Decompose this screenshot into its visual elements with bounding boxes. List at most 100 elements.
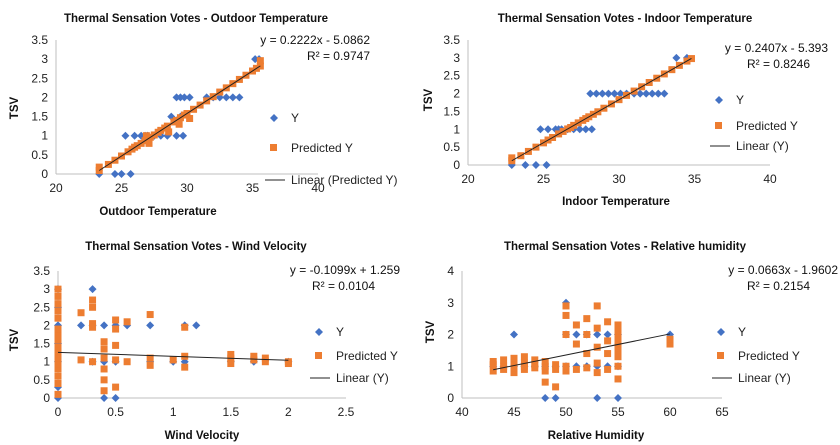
legend-marker-predicted-y-icon xyxy=(717,352,724,359)
point-predicted-y xyxy=(100,387,108,395)
point-y xyxy=(572,330,581,339)
point-y xyxy=(146,321,155,330)
point-y xyxy=(100,394,109,402)
point-y xyxy=(598,89,607,98)
point-predicted-y xyxy=(666,340,674,348)
chart-outdoor-temperature: Thermal Sensation Votes - Outdoor Temper… xyxy=(9,13,398,218)
point-predicted-y xyxy=(89,296,97,304)
point-y xyxy=(126,170,135,178)
trendline xyxy=(511,58,692,162)
point-predicted-y xyxy=(541,367,549,375)
x-axis-label: Wind Velocity xyxy=(165,430,240,442)
point-predicted-y xyxy=(77,309,85,317)
point-y xyxy=(575,125,584,134)
point-predicted-y xyxy=(604,365,612,373)
point-predicted-y xyxy=(100,354,108,362)
point-y xyxy=(587,125,596,134)
x-tick-label: 2.5 xyxy=(338,405,355,419)
y-tick-label: 3.5 xyxy=(31,33,48,47)
point-predicted-y xyxy=(54,307,62,315)
y-tick-label: 1.5 xyxy=(33,337,50,351)
point-y xyxy=(593,394,602,402)
point-predicted-y xyxy=(123,358,131,366)
point-predicted-y xyxy=(175,120,183,128)
point-predicted-y xyxy=(77,356,85,364)
point-predicted-y xyxy=(583,315,591,323)
plot-area: 20 25 30 35 40 0 0.5 1 1.5 2 2.5 3 3.5 xyxy=(31,33,325,195)
y-tick-label: 1 xyxy=(43,355,50,369)
point-predicted-y xyxy=(562,311,570,319)
y-tick-label: 2 xyxy=(41,90,48,104)
point-predicted-y xyxy=(510,369,518,377)
point-y xyxy=(616,89,625,98)
point-y xyxy=(121,131,130,140)
point-predicted-y xyxy=(261,358,269,366)
point-predicted-y xyxy=(54,292,62,300)
point-y xyxy=(172,131,181,140)
y-tick-label: 4 xyxy=(447,264,454,278)
point-predicted-y xyxy=(54,300,62,308)
point-y xyxy=(531,161,540,169)
point-predicted-y xyxy=(284,360,292,368)
chart-title: Thermal Sensation Votes - Outdoor Temper… xyxy=(64,13,328,25)
x-tick-label: 25 xyxy=(115,181,129,195)
point-predicted-y xyxy=(541,357,549,365)
point-predicted-y xyxy=(100,365,108,373)
legend-marker-predicted-y-icon xyxy=(715,122,722,129)
plot-area: 0 0.5 1 1.5 2 2.5 0 0.5 1 1.5 2 2.5 3 3.5 xyxy=(33,264,354,419)
point-y xyxy=(648,89,657,98)
point-predicted-y xyxy=(54,372,62,380)
y-tick-label: 3 xyxy=(43,282,50,296)
point-predicted-y xyxy=(100,345,108,353)
y-tick-label: 0.5 xyxy=(443,140,460,154)
point-predicted-y xyxy=(165,128,173,136)
point-predicted-y xyxy=(169,356,177,364)
point-predicted-y xyxy=(54,379,62,387)
chart-panel-relative-humidity: Thermal Sensation Votes - Relative humid… xyxy=(420,222,840,445)
y-tick-label: 3 xyxy=(41,52,48,66)
point-predicted-y xyxy=(142,132,150,140)
x-tick-label: 40 xyxy=(311,181,325,195)
legend-label-y: Y xyxy=(291,111,299,125)
chart-legend: Y Predicted Y Linear (Y) xyxy=(310,325,398,385)
r-squared-label: R² = 0.2154 xyxy=(747,279,810,293)
y-tick-label: 3.5 xyxy=(443,33,460,47)
x-tick-label: 20 xyxy=(461,172,475,186)
chart-indoor-temperature: Thermal Sensation Votes - Indoor Tempera… xyxy=(423,13,828,208)
point-predicted-y xyxy=(593,302,601,310)
r-squared-label: R² = 0.9747 xyxy=(307,49,370,63)
point-predicted-y xyxy=(227,360,235,368)
point-predicted-y xyxy=(552,383,560,391)
point-predicted-y xyxy=(572,340,580,348)
point-y xyxy=(541,394,550,402)
legend-label-predicted-y: Predicted Y xyxy=(291,141,353,155)
point-predicted-y xyxy=(100,376,108,384)
point-y xyxy=(111,394,120,402)
point-predicted-y xyxy=(562,331,570,338)
x-tick-label: 1.5 xyxy=(222,405,239,419)
legend-label-predicted-y: Predicted Y xyxy=(336,349,398,363)
point-predicted-y xyxy=(89,303,97,311)
x-axis-label: Relative Humidity xyxy=(548,430,645,442)
y-tick-label: 2 xyxy=(43,318,50,332)
chart-panel-indoor-temperature: Thermal Sensation Votes - Indoor Tempera… xyxy=(420,0,840,222)
plot-area: 40 45 50 55 60 65 0 1 2 3 4 xyxy=(447,264,729,419)
point-y xyxy=(235,93,244,102)
point-predicted-y xyxy=(54,343,62,351)
point-predicted-y xyxy=(181,323,189,331)
point-y xyxy=(521,161,530,169)
y-tick-label: 0 xyxy=(43,391,50,405)
y-tick-label: 3 xyxy=(447,296,454,310)
point-predicted-y xyxy=(256,57,264,65)
y-tick-label: 1.5 xyxy=(443,104,460,118)
point-predicted-y xyxy=(146,361,154,369)
point-y xyxy=(179,131,188,140)
point-y xyxy=(603,330,612,339)
legend-marker-y-icon xyxy=(717,328,725,336)
point-y xyxy=(77,321,86,330)
point-y xyxy=(110,170,119,178)
point-y xyxy=(654,89,663,98)
x-tick-label: 65 xyxy=(715,405,729,419)
y-tick-label: 3 xyxy=(453,51,460,65)
point-predicted-y xyxy=(614,346,622,354)
